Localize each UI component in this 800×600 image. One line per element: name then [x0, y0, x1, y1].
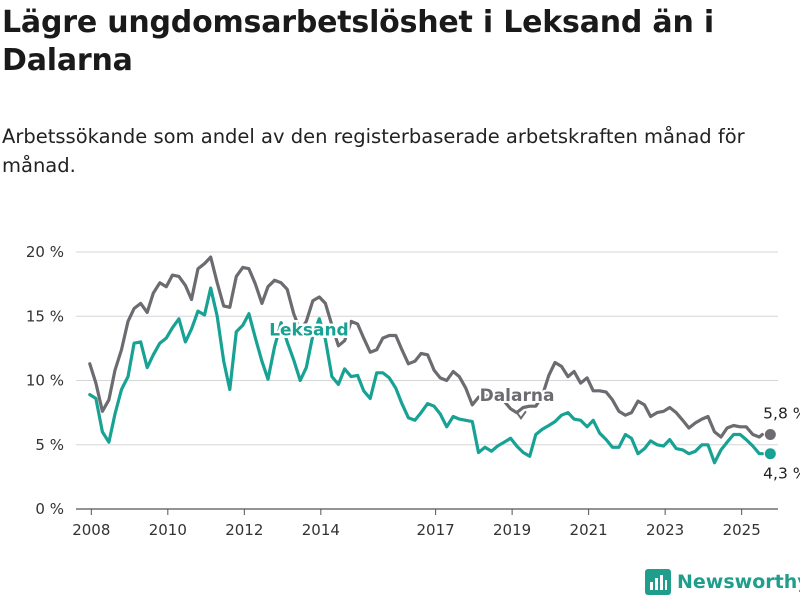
chart-subtitle: Arbetssökande som andel av den registerb…	[2, 125, 745, 177]
x-tick-label: 2010	[149, 521, 187, 539]
x-tick-label: 2017	[417, 521, 455, 539]
series-label-leksand: Leksand	[269, 321, 349, 341]
brand-logo: Newsworthy	[645, 569, 800, 595]
x-tick-label: 2021	[570, 521, 608, 539]
y-tick-label: 0 %	[35, 500, 64, 518]
y-tick-label: 10 %	[26, 372, 64, 390]
series-label-dalarna: Dalarna	[480, 386, 555, 406]
x-tick-label: 2012	[225, 521, 263, 539]
dalarna-pointer	[515, 410, 527, 421]
x-tick-label: 2014	[302, 521, 340, 539]
x-tick-label: 2019	[493, 521, 531, 539]
y-tick-label: 5 %	[35, 436, 64, 454]
y-tick-label: 20 %	[26, 243, 64, 261]
bar-chart-icon	[645, 569, 671, 595]
y-tick-label: 15 %	[26, 307, 64, 325]
end-point-leksand	[764, 448, 776, 460]
end-point-dalarna	[764, 428, 776, 440]
x-tick-label: 2008	[72, 521, 110, 539]
line-chart: 0 % 5 % 10 % 15 % 20 % 2008 2010 2012 2014 2017 20…	[26, 243, 800, 539]
end-label-dalarna: 5,8 %	[763, 404, 800, 422]
series-line-leksand	[88, 286, 764, 465]
x-tick-label: 2023	[646, 521, 684, 539]
x-tick-label: 2025	[723, 521, 761, 539]
chart-title: Lägre ungdomsarbetslöshet i Leksand än i…	[2, 5, 714, 78]
brand-name: Newsworthy	[677, 571, 800, 593]
series-line-dalarna	[88, 255, 764, 439]
end-label-leksand: 4,3 %	[763, 465, 800, 483]
